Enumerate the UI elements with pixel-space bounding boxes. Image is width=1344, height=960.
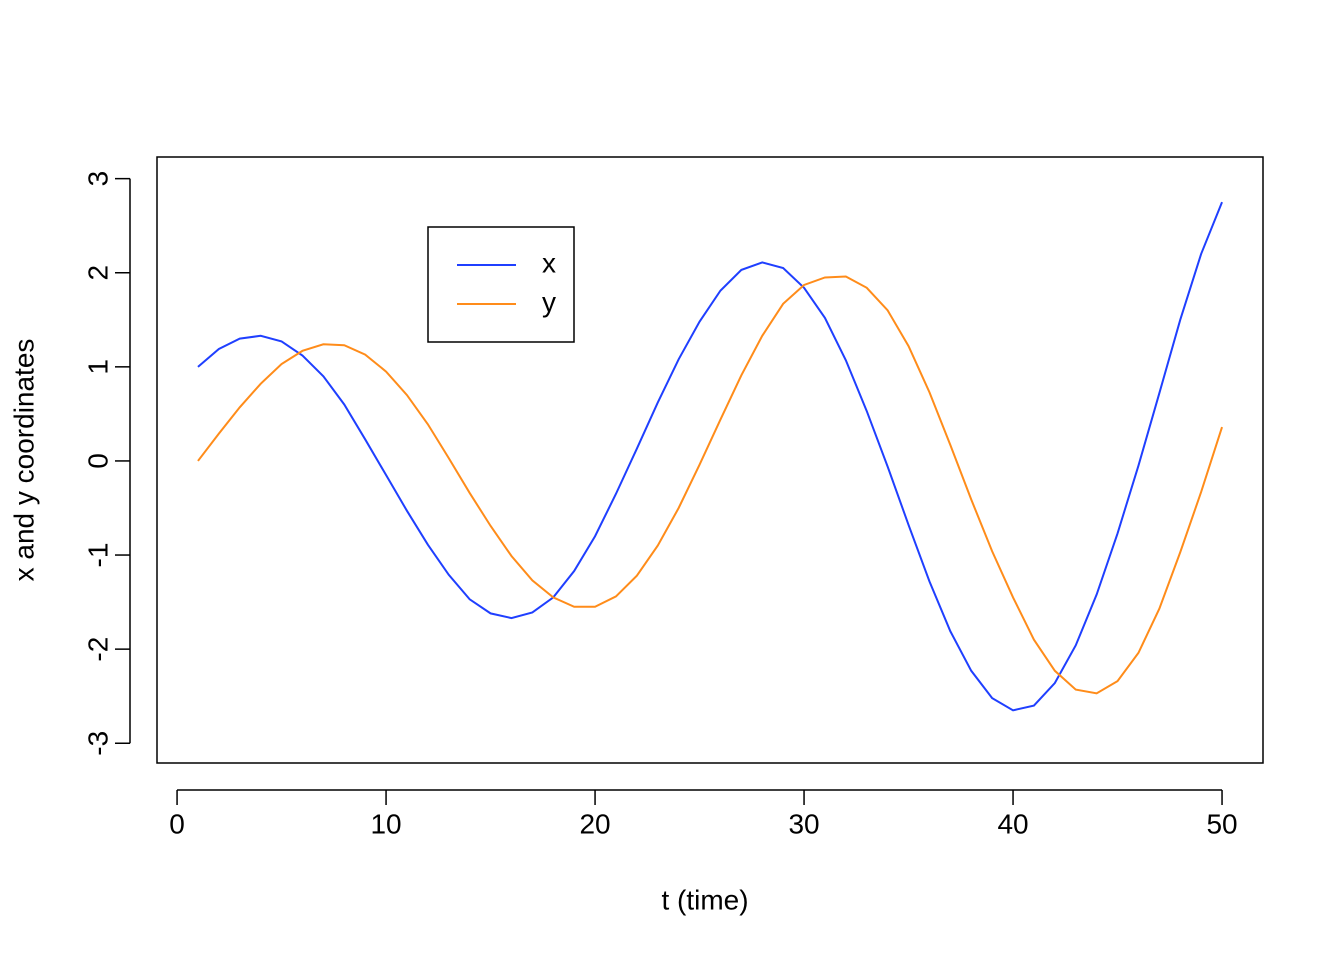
x-axis-label: t (time) xyxy=(661,884,748,915)
y-axis-label: x and y coordinates xyxy=(8,339,39,582)
x-tick-label: 20 xyxy=(579,808,610,839)
x-tick-label: 0 xyxy=(169,808,185,839)
y-tick-label: 3 xyxy=(82,171,113,187)
y-tick-label: -1 xyxy=(82,543,113,568)
y-tick-label: 1 xyxy=(82,359,113,375)
y-tick-label: -2 xyxy=(82,637,113,662)
plot-frame xyxy=(156,156,1264,764)
x-tick-label: 30 xyxy=(788,808,819,839)
x-tick-label: 40 xyxy=(997,808,1028,839)
y-tick-label: 0 xyxy=(82,453,113,469)
legend-label: x xyxy=(542,247,556,278)
series-line xyxy=(197,275,1223,695)
legend-box xyxy=(427,226,575,343)
x-tick-label: 10 xyxy=(370,808,401,839)
y-tick-label: 2 xyxy=(82,265,113,281)
series-line xyxy=(197,201,1223,712)
x-tick-label: 50 xyxy=(1206,808,1237,839)
y-tick-label: -3 xyxy=(82,731,113,756)
legend-label: y xyxy=(542,286,556,317)
